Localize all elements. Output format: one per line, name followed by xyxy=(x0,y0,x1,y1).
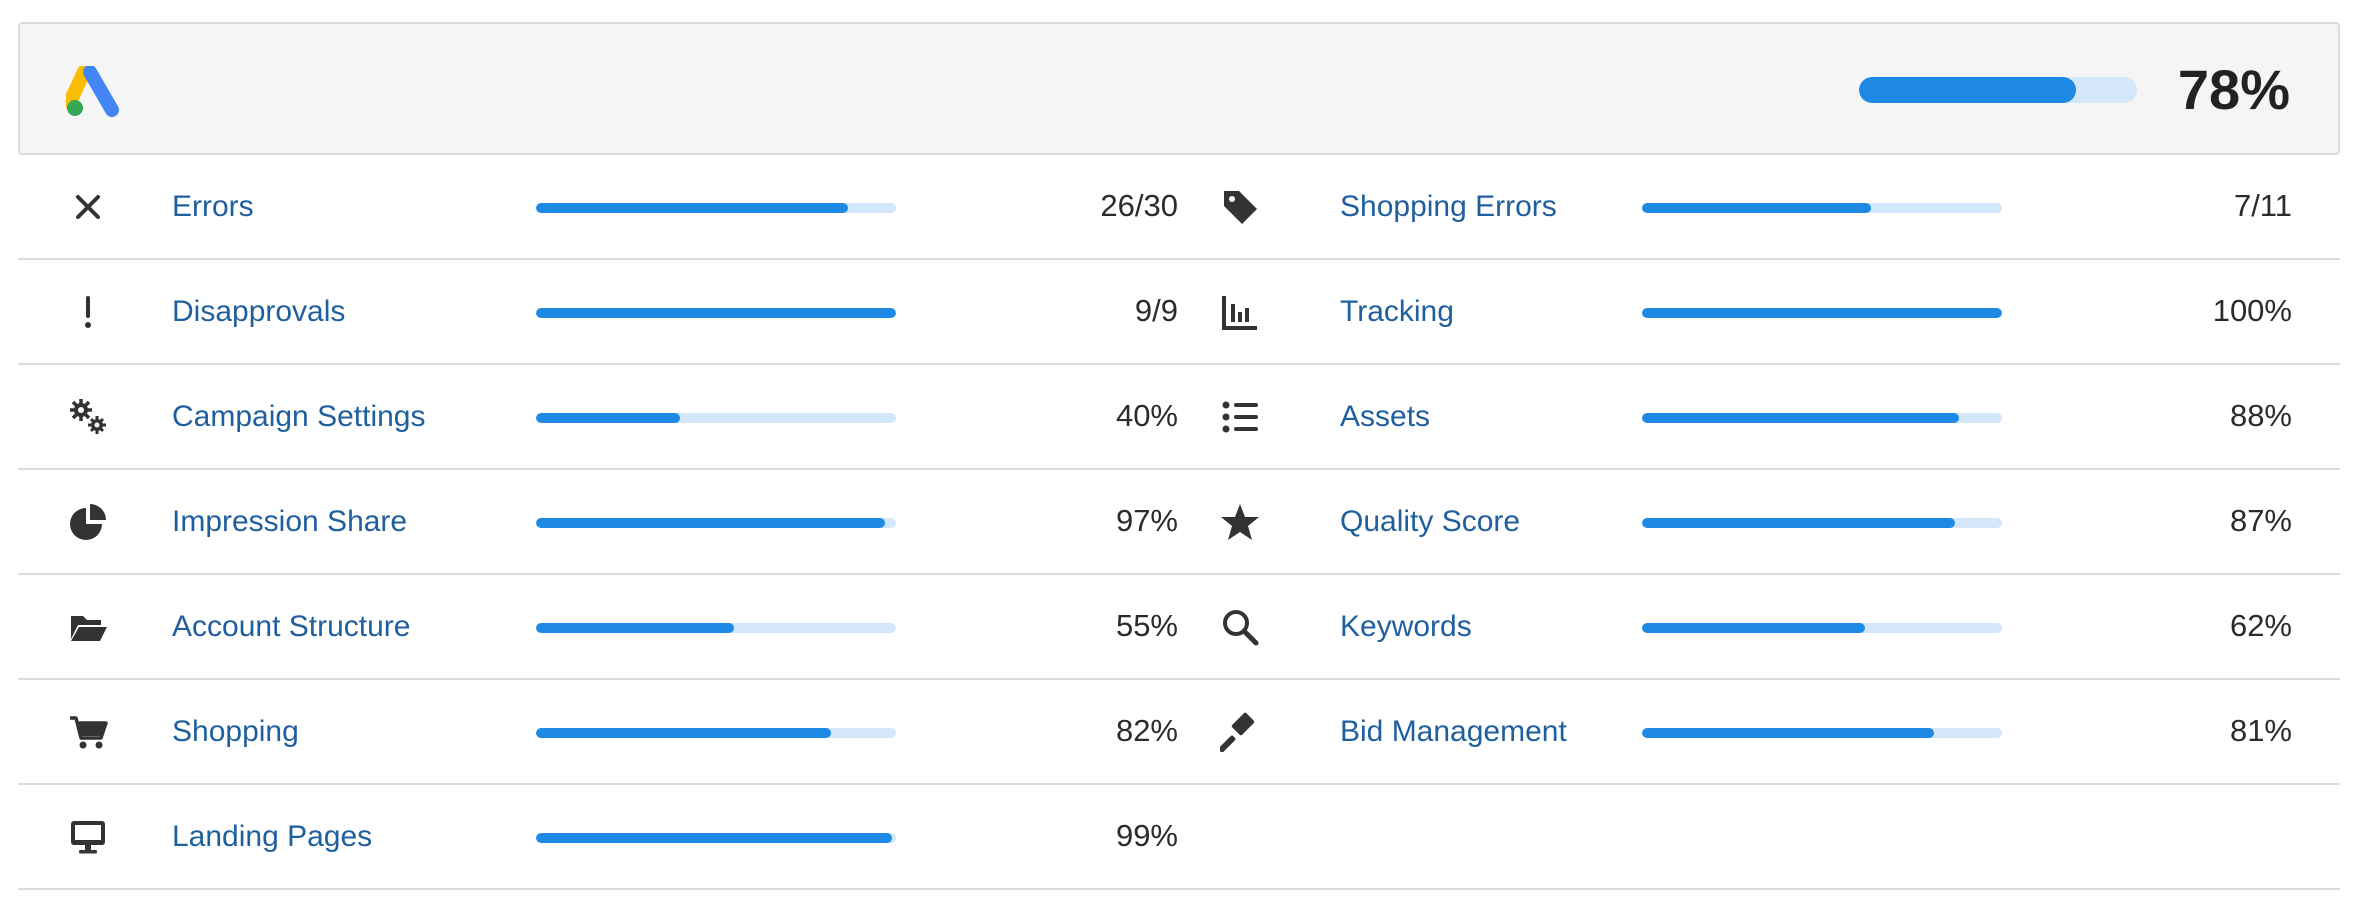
category-item[interactable]: Campaign Settings 40% xyxy=(18,365,1178,468)
score-header: 78% xyxy=(18,22,2340,155)
category-row: Shopping 82% Bid Management 81% xyxy=(18,680,2340,785)
category-label[interactable]: Keywords xyxy=(1340,610,1472,643)
category-row: Errors 26/30 Shopping Errors 7/11 xyxy=(18,155,2340,260)
category-score: 81% xyxy=(2229,713,2292,748)
category-item[interactable]: Tracking 100% xyxy=(1178,260,2340,363)
category-progress-bar xyxy=(1642,728,2002,738)
category-progress-bar xyxy=(536,203,896,213)
category-progress-fill xyxy=(536,518,886,528)
category-item[interactable]: Shopping Errors 7/11 xyxy=(1178,155,2340,258)
search-icon xyxy=(1218,607,1262,647)
category-progress-bar xyxy=(1642,518,2002,528)
category-item[interactable]: Errors 26/30 xyxy=(18,155,1178,258)
gears-icon xyxy=(66,397,110,437)
category-progress-fill xyxy=(1642,728,1934,738)
category-progress-fill xyxy=(1642,518,1956,528)
star-icon xyxy=(1218,502,1262,542)
category-progress-fill xyxy=(536,728,832,738)
list-icon xyxy=(1218,397,1262,437)
category-score: 62% xyxy=(2229,608,2292,643)
folder-open-icon xyxy=(66,607,110,647)
overall-progress-fill xyxy=(1859,77,2076,103)
google-ads-logo-icon xyxy=(66,66,119,117)
category-progress-fill xyxy=(1642,203,1871,213)
category-label[interactable]: Disapprovals xyxy=(172,295,346,328)
chart-bar-icon xyxy=(1218,292,1262,332)
category-grid: Errors 26/30 Shopping Errors 7/11 Disapprova… xyxy=(18,155,2340,890)
category-item[interactable]: Keywords 62% xyxy=(1178,575,2340,678)
tag-icon xyxy=(1218,187,1262,227)
category-score: 26/30 xyxy=(1100,188,1178,223)
category-progress-fill xyxy=(536,623,734,633)
category-row: Disapprovals 9/9 Tracking 100% xyxy=(18,260,2340,365)
category-row: Account Structure 55% Keywords 62% xyxy=(18,575,2340,680)
close-icon xyxy=(66,187,110,227)
category-score: 87% xyxy=(2229,503,2292,538)
category-score: 88% xyxy=(2229,398,2292,433)
category-label[interactable]: Quality Score xyxy=(1340,505,1521,538)
category-row: Landing Pages 99% xyxy=(18,785,2340,890)
category-label[interactable]: Shopping Errors xyxy=(1340,190,1557,223)
category-row: Impression Share 97% Quality Score 87% xyxy=(18,470,2340,575)
category-progress-bar xyxy=(536,308,896,318)
category-item[interactable]: Landing Pages 99% xyxy=(18,785,1178,888)
category-item[interactable]: Shopping 82% xyxy=(18,680,1178,783)
category-progress-fill xyxy=(1642,623,1866,633)
category-label[interactable]: Errors xyxy=(172,190,254,223)
category-score: 9/9 xyxy=(1134,293,1178,328)
category-progress-bar xyxy=(536,413,896,423)
category-item[interactable]: Bid Management 81% xyxy=(1178,680,2340,783)
category-progress-fill xyxy=(536,413,680,423)
overall-score: 78% xyxy=(2177,58,2290,121)
category-item[interactable]: Account Structure 55% xyxy=(18,575,1178,678)
category-score: 7/11 xyxy=(2233,188,2292,223)
gavel-icon xyxy=(1218,712,1262,752)
category-label[interactable]: Account Structure xyxy=(172,610,411,643)
desktop-icon xyxy=(66,817,110,857)
category-progress-bar xyxy=(1642,623,2002,633)
category-score: 99% xyxy=(1115,818,1178,853)
category-label[interactable]: Campaign Settings xyxy=(172,400,426,433)
category-label[interactable]: Tracking xyxy=(1340,295,1454,328)
category-progress-bar xyxy=(1642,413,2002,423)
category-progress-bar xyxy=(536,833,896,843)
category-progress-bar xyxy=(536,518,896,528)
category-score: 55% xyxy=(1115,608,1178,643)
category-label[interactable]: Assets xyxy=(1340,400,1431,433)
exclamation-icon xyxy=(66,292,110,332)
category-label[interactable]: Shopping xyxy=(172,715,299,748)
category-score: 100% xyxy=(2212,293,2292,328)
category-label[interactable]: Landing Pages xyxy=(172,820,373,853)
category-item[interactable]: Disapprovals 9/9 xyxy=(18,260,1178,363)
category-label[interactable]: Impression Share xyxy=(172,505,408,538)
category-progress-fill xyxy=(1642,413,1959,423)
pie-chart-icon xyxy=(66,502,110,542)
category-progress-fill xyxy=(536,308,896,318)
category-item[interactable]: Quality Score 87% xyxy=(1178,470,2340,573)
category-item[interactable]: Assets 88% xyxy=(1178,365,2340,468)
category-score: 82% xyxy=(1115,713,1178,748)
category-progress-bar xyxy=(1642,308,2002,318)
category-progress-fill xyxy=(1642,308,2002,318)
category-score: 40% xyxy=(1115,398,1178,433)
audit-scorecard: 78% Errors 26/30 Shopping Errors 7/11 Disapp… xyxy=(18,22,2340,890)
category-progress-bar xyxy=(1642,203,2002,213)
category-score: 97% xyxy=(1115,503,1178,538)
category-progress-bar xyxy=(536,623,896,633)
cart-icon xyxy=(66,712,110,752)
category-progress-bar xyxy=(536,728,896,738)
category-row: Campaign Settings 40% Assets 88% xyxy=(18,365,2340,470)
overall-progress-bar xyxy=(1859,77,2137,103)
category-progress-fill xyxy=(536,833,893,843)
category-item[interactable]: Impression Share 97% xyxy=(18,470,1178,573)
category-progress-fill xyxy=(536,203,849,213)
category-label[interactable]: Bid Management xyxy=(1340,715,1567,748)
